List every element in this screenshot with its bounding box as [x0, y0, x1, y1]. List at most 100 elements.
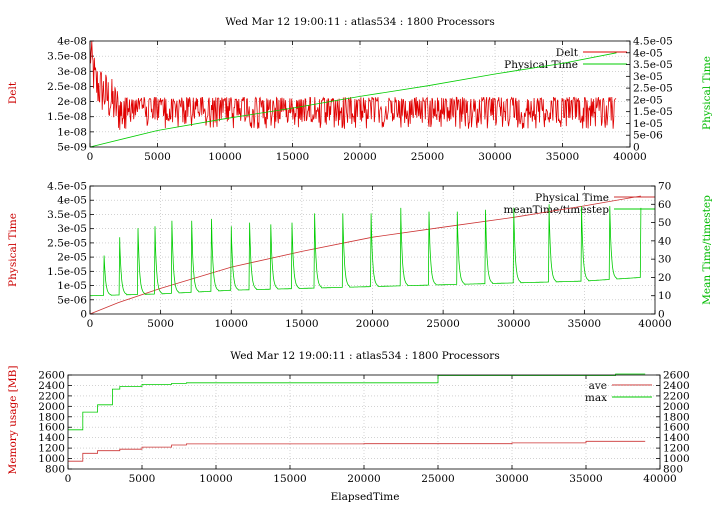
- x-tick-label: 25000: [421, 473, 454, 485]
- y-tick-label-right: 30: [658, 254, 671, 266]
- y-tick-label-left: 1e-05: [57, 280, 87, 292]
- y-tick-label-left: 1.5e-08: [47, 111, 87, 123]
- y-tick-label-left: 1200: [38, 443, 65, 455]
- panel-1-ylabel-left: Delt: [7, 81, 19, 104]
- panel-1-plot: 0 5000 10000 15000 20000 25000 30000 35000 40000…: [47, 36, 673, 164]
- x-tick-label: 15000: [285, 318, 318, 330]
- x-tick-label: 30000: [495, 473, 528, 485]
- x-tick-label: 15000: [276, 151, 309, 163]
- y-tick-label-right: 4e-05: [633, 47, 663, 59]
- y-tick-label-left: 2e-08: [57, 96, 87, 108]
- y-tick-label-right: 0: [658, 309, 665, 321]
- panel-1-legend: Delt Physical Time: [504, 47, 627, 71]
- plot-frame: [89, 185, 656, 315]
- series-line-delt: [89, 40, 617, 130]
- y-tick-label-left: 3.5e-08: [47, 51, 87, 63]
- y-tick-label-right: 1800: [663, 411, 690, 423]
- y-tick-label-right: 2.5e-05: [633, 83, 673, 95]
- x-tick-label: 15000: [273, 473, 306, 485]
- y-tick-label-left: 3e-08: [57, 66, 87, 78]
- panel-2-plot: 0 5000 10000 15000 20000 25000 30000 35000 40000…: [47, 181, 672, 331]
- x-tick-label: 30000: [497, 318, 530, 330]
- x-tick-label: 10000: [215, 318, 248, 330]
- y-tick-label-left: 3.5e-05: [47, 209, 87, 221]
- panel-2-ylabel-right: Mean Time/timestep: [701, 195, 713, 305]
- y-tick-label-right: 50: [658, 217, 671, 229]
- series-line-max: [68, 373, 646, 431]
- y-tick-label-right: 2400: [663, 380, 690, 392]
- panel-1-ylabel-right: Physical Time: [701, 56, 713, 130]
- y-tick-label-left: 3e-05: [57, 223, 87, 235]
- legend-physical-time-2-label: Physical Time: [535, 192, 609, 204]
- y-tick-label-right: 2000: [663, 401, 690, 413]
- x-tick-label: 25000: [411, 151, 444, 163]
- y-tick-label-left: 4e-08: [57, 36, 87, 48]
- x-tick-label: 25000: [426, 318, 459, 330]
- plot-frame: [67, 374, 661, 470]
- y-tick-label-left: 800: [45, 464, 65, 476]
- y-tick-label-right: 1400: [663, 432, 690, 444]
- y-tick-label-left: 5e-06: [57, 294, 87, 306]
- panel-2-ylabel-left: Physical Time: [7, 213, 19, 287]
- y-tick-label-left: 0: [80, 309, 87, 321]
- y-tick-label-right: 10: [658, 290, 671, 302]
- x-tick-label: 40000: [643, 473, 676, 485]
- y-tick-label-left: 2200: [38, 390, 65, 402]
- panel-2-legend: Physical Time meanTime/timestep: [503, 192, 655, 216]
- x-tick-label: 20000: [343, 151, 376, 163]
- y-tick-label-right: 60: [658, 199, 671, 211]
- y-tick-label-left: 2.5e-05: [47, 237, 87, 249]
- y-tick-label-left: 1600: [38, 422, 65, 434]
- y-tick-label-right: 3e-05: [633, 71, 663, 83]
- panel-1-title: Wed Mar 12 19:00:11 : atlas534 : 1800 Pr…: [225, 16, 494, 28]
- y-tick-label-right: 70: [658, 181, 671, 193]
- y-tick-label-left: 1800: [38, 411, 65, 423]
- series-line-meantime-timestep: [90, 204, 642, 297]
- x-tick-label: 5000: [144, 151, 171, 163]
- panel-memory: Wed Mar 12 19:00:11 : atlas534 : 1800 Pr…: [7, 350, 690, 503]
- y-tick-label-right: 1200: [663, 443, 690, 455]
- x-tick-label: 35000: [568, 318, 601, 330]
- y-tick-label-left: 4e-05: [57, 195, 87, 207]
- panel-3-ylabel-left: Memory usage [MB]: [7, 366, 19, 475]
- y-tick-label-right: 1000: [663, 453, 690, 465]
- x-tick-label: 5000: [129, 473, 156, 485]
- panel-physical-time: Physical Time Mean Time/timestep Physica…: [7, 181, 713, 331]
- y-tick-label-left: 2600: [38, 370, 65, 382]
- series-line-physical-time: [89, 52, 617, 148]
- x-tick-label: 10000: [199, 473, 232, 485]
- x-tick-label: 0: [87, 318, 94, 330]
- legend-delt-label: Delt: [556, 47, 579, 59]
- x-tick-label: 40000: [613, 151, 646, 163]
- panel-3-plot: 0 5000 10000 15000 20000 25000 30000 35000 40000…: [38, 370, 689, 486]
- legend-mean-time-label: meanTime/timestep: [503, 204, 609, 216]
- panel-3-xlabel: ElapsedTime: [331, 491, 400, 503]
- y-tick-label-left: 1e-08: [57, 126, 87, 138]
- y-tick-label-right: 3.5e-05: [633, 59, 673, 71]
- x-tick-label: 35000: [546, 151, 579, 163]
- legend-ave-label: ave: [589, 380, 607, 392]
- y-tick-label-right: 800: [663, 464, 683, 476]
- y-tick-label-left: 1.5e-05: [47, 266, 87, 278]
- panel-delt: Wed Mar 12 19:00:11 : atlas534 : 1800 Pr…: [7, 16, 713, 163]
- y-tick-label-left: 2000: [38, 401, 65, 413]
- y-tick-label-right: 40: [658, 235, 671, 247]
- plot-frame: [89, 40, 631, 148]
- panel-3-title: Wed Mar 12 19:00:11 : atlas534 : 1800 Pr…: [230, 350, 499, 362]
- y-tick-label-left: 2.5e-08: [47, 81, 87, 93]
- y-tick-label-left: 5e-09: [57, 142, 87, 154]
- y-tick-label-right: 2600: [663, 370, 690, 382]
- y-tick-label-right: 2200: [663, 390, 690, 402]
- x-tick-label: 10000: [208, 151, 241, 163]
- x-tick-label: 20000: [356, 318, 389, 330]
- y-tick-label-right: 2e-05: [633, 94, 663, 106]
- x-tick-label: 40000: [638, 318, 671, 330]
- panel-3-legend: ave max: [585, 380, 652, 404]
- x-tick-label: 5000: [147, 318, 174, 330]
- series-line-ave: [68, 440, 646, 462]
- x-tick-label: 35000: [569, 473, 602, 485]
- y-tick-label-left: 2400: [38, 380, 65, 392]
- y-tick-label-right: 0: [633, 142, 640, 154]
- y-tick-label-left: 1400: [38, 432, 65, 444]
